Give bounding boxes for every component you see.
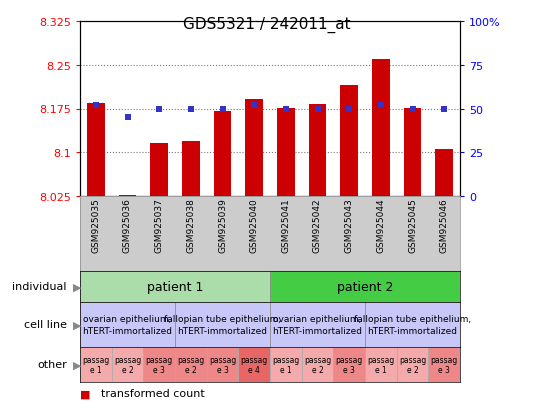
Bar bbox=[397, 347, 429, 382]
Bar bbox=[80, 302, 175, 347]
Text: GDS5321 / 242011_at: GDS5321 / 242011_at bbox=[183, 17, 350, 33]
Text: cell line: cell line bbox=[23, 320, 67, 330]
Text: GSM925042: GSM925042 bbox=[313, 198, 322, 252]
Bar bbox=[270, 271, 460, 302]
Bar bbox=[214, 112, 231, 197]
Bar bbox=[277, 109, 295, 197]
Text: ovarian epithelium,
hTERT-immortalized: ovarian epithelium, hTERT-immortalized bbox=[272, 315, 362, 335]
Text: passag
e 1: passag e 1 bbox=[272, 355, 300, 374]
Text: GSM925043: GSM925043 bbox=[345, 198, 354, 253]
Bar bbox=[112, 347, 143, 382]
Text: passag
e 3: passag e 3 bbox=[336, 355, 363, 374]
Bar bbox=[270, 302, 365, 347]
Text: passag
e 3: passag e 3 bbox=[146, 355, 173, 374]
Bar bbox=[182, 141, 199, 197]
Bar bbox=[119, 196, 136, 197]
Text: fallopian tube epithelium,
hTERT-immortalized: fallopian tube epithelium, hTERT-immorta… bbox=[354, 315, 471, 335]
Text: fallopian tube epithelium,
hTERT-immortalized: fallopian tube epithelium, hTERT-immorta… bbox=[164, 315, 281, 335]
Bar bbox=[429, 347, 460, 382]
Text: passag
e 3: passag e 3 bbox=[431, 355, 458, 374]
Text: GSM925041: GSM925041 bbox=[281, 198, 290, 253]
Text: GSM925035: GSM925035 bbox=[91, 198, 100, 253]
Bar bbox=[435, 150, 453, 197]
Bar bbox=[309, 105, 326, 197]
Text: ▶: ▶ bbox=[73, 360, 82, 370]
Bar bbox=[207, 347, 238, 382]
Text: passag
e 2: passag e 2 bbox=[304, 355, 331, 374]
Bar bbox=[87, 103, 104, 197]
Bar bbox=[270, 347, 302, 382]
Bar bbox=[365, 347, 397, 382]
Bar bbox=[143, 347, 175, 382]
Bar bbox=[80, 347, 112, 382]
Bar bbox=[150, 144, 168, 197]
Text: passag
e 2: passag e 2 bbox=[399, 355, 426, 374]
Text: passag
e 1: passag e 1 bbox=[367, 355, 394, 374]
Text: patient 2: patient 2 bbox=[337, 280, 393, 293]
Text: GSM925040: GSM925040 bbox=[249, 198, 259, 253]
Bar bbox=[238, 347, 270, 382]
Text: passag
e 2: passag e 2 bbox=[177, 355, 205, 374]
Text: other: other bbox=[37, 360, 67, 370]
Bar bbox=[246, 100, 263, 197]
Text: GSM925044: GSM925044 bbox=[376, 198, 385, 252]
Text: ■: ■ bbox=[80, 388, 91, 398]
Text: individual: individual bbox=[12, 282, 67, 292]
Text: patient 1: patient 1 bbox=[147, 280, 203, 293]
Text: passag
e 4: passag e 4 bbox=[240, 355, 268, 374]
Text: passag
e 1: passag e 1 bbox=[82, 355, 109, 374]
Text: GSM925039: GSM925039 bbox=[218, 198, 227, 253]
Text: GSM925046: GSM925046 bbox=[440, 198, 449, 253]
Text: GSM925045: GSM925045 bbox=[408, 198, 417, 253]
Bar bbox=[175, 347, 207, 382]
Bar bbox=[80, 271, 270, 302]
Text: ovarian epithelium,
hTERT-immortalized: ovarian epithelium, hTERT-immortalized bbox=[83, 315, 173, 335]
Bar bbox=[372, 60, 390, 197]
Bar bbox=[404, 109, 421, 197]
Text: passag
e 3: passag e 3 bbox=[209, 355, 236, 374]
Bar bbox=[341, 86, 358, 197]
Bar bbox=[302, 347, 333, 382]
Bar bbox=[175, 302, 270, 347]
Text: passag
e 2: passag e 2 bbox=[114, 355, 141, 374]
Text: GSM925037: GSM925037 bbox=[155, 198, 164, 253]
Text: ▶: ▶ bbox=[73, 320, 82, 330]
Bar bbox=[333, 347, 365, 382]
Text: ▶: ▶ bbox=[73, 282, 82, 292]
Bar bbox=[365, 302, 460, 347]
Text: GSM925036: GSM925036 bbox=[123, 198, 132, 253]
Text: transformed count: transformed count bbox=[101, 388, 205, 398]
Text: GSM925038: GSM925038 bbox=[187, 198, 195, 253]
